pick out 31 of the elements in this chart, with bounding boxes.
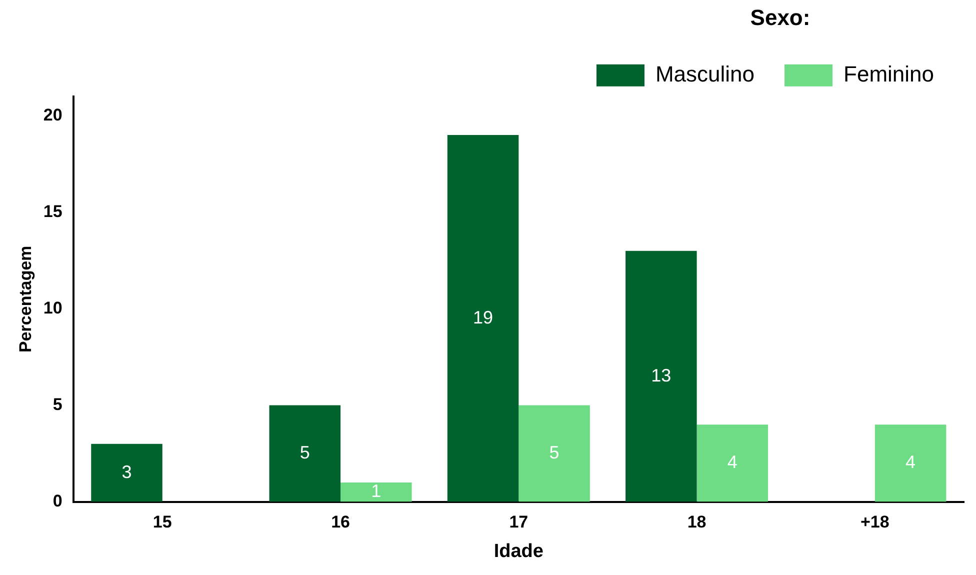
y-tick-label: 10 [43, 298, 62, 318]
bar [696, 424, 768, 502]
x-tick-label: 18 [687, 512, 706, 532]
y-tick-label: 5 [52, 394, 62, 414]
x-tick-label: 15 [152, 512, 172, 532]
data-label: 5 [549, 442, 560, 463]
bar [447, 135, 519, 502]
data-label: 5 [300, 442, 310, 463]
x-tick-label: 17 [509, 512, 528, 532]
legend-label: Masculino [655, 61, 755, 86]
y-tick-label: 20 [43, 105, 62, 124]
bar [518, 405, 590, 502]
data-label: 4 [727, 452, 738, 472]
data-label: 19 [473, 307, 494, 328]
data-label: 13 [651, 365, 672, 386]
bar [269, 405, 341, 502]
data-label: 4 [906, 452, 916, 472]
x-tick-label: 16 [331, 512, 350, 532]
bar [626, 250, 697, 502]
bar [91, 444, 162, 502]
bar [340, 482, 412, 502]
legend-title: Sexo: [750, 5, 810, 30]
x-axis-title: Idade [494, 540, 544, 562]
bar [874, 424, 946, 502]
y-tick-label: 15 [43, 202, 62, 221]
y-axis-title: Percentagem [16, 246, 35, 352]
legend-label: Feminino [844, 61, 934, 86]
data-label: 1 [371, 481, 382, 502]
x-tick-label: +18 [860, 512, 890, 532]
y-tick-label: 0 [52, 491, 62, 510]
data-label: 3 [122, 462, 132, 482]
